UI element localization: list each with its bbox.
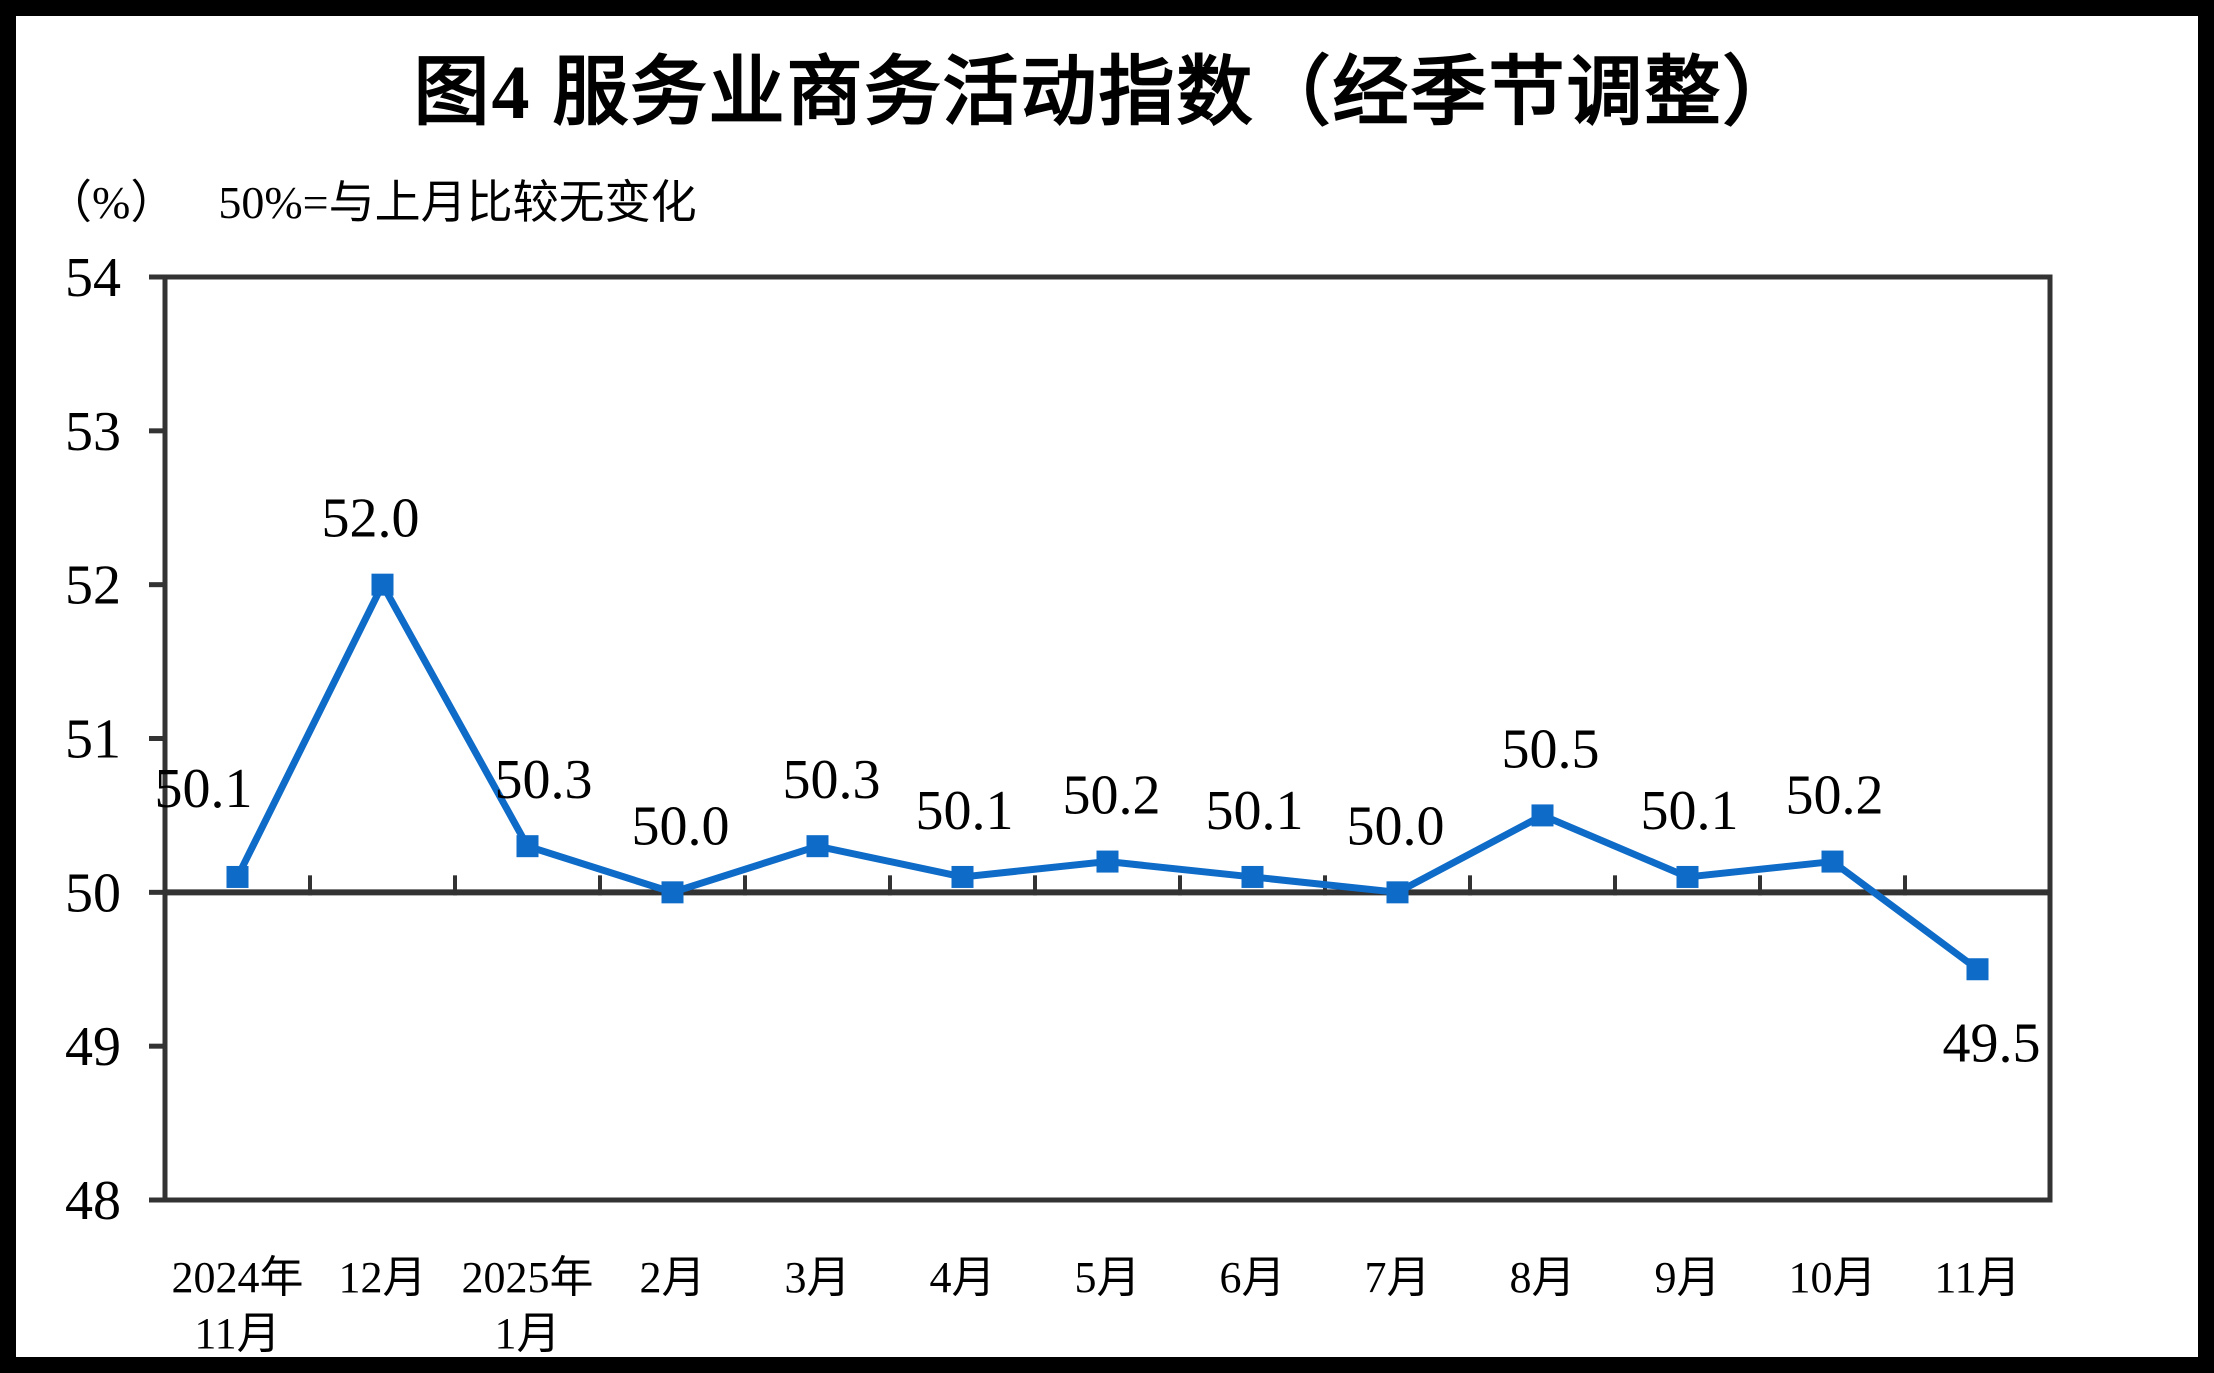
data-point-marker [806,835,829,858]
data-point-label: 50.2 [1786,765,1884,827]
chart-title: 图4 服务业商务活动指数（经季节调整） [413,51,1801,135]
data-point-marker [1966,958,1989,981]
data-point-label: 52.0 [322,488,420,550]
x-axis-label: 11月 [1934,1253,2020,1302]
y-axis-tick-label: 50 [65,862,121,924]
x-axis-label: 4月 [930,1253,996,1302]
data-point-label: 50.5 [1502,718,1600,780]
data-point-marker [1096,850,1119,873]
chart-page: 图4 服务业商务活动指数（经季节调整） （%） 50%=与上月比较无变化 48 49… [16,16,2198,1357]
x-axis-label: 8月 [1510,1253,1576,1302]
data-point-label: 50.0 [632,795,730,857]
line-chart: 48 49 50 51 52 53 54 50.1 52.0 50.3 50.0 50.3 50.1 50… [65,256,2053,1357]
data-point-marker [1531,804,1554,827]
y-axis-tick-label: 53 [65,401,121,463]
x-axis-label: 10月 [1789,1253,1877,1302]
data-point-label: 50.3 [495,749,593,811]
data-point-marker [1676,865,1699,888]
x-axis-label: 2月 [640,1253,706,1302]
y-axis-unit-label: （%） [46,177,177,228]
data-point-marker [226,865,249,888]
data-point-label: 49.5 [1943,1012,2041,1074]
x-axis-label: 12月 [339,1253,427,1302]
data-point-marker [1821,850,1844,873]
y-axis-tick-label: 52 [65,555,121,617]
data-point-label: 50.1 [916,780,1014,842]
data-point-marker [661,881,684,904]
data-point-marker [371,573,394,596]
x-axis-label: 7月 [1365,1253,1431,1302]
data-point-marker [951,865,974,888]
x-axis-label: 5月 [1075,1253,1141,1302]
data-point-marker [1241,865,1264,888]
y-axis-tick-label: 48 [65,1170,121,1232]
x-axis-label: 9月 [1655,1253,1721,1302]
chart-subtitle-row: （%） 50%=与上月比较无变化 [46,166,697,232]
x-axis-label: 3月 [785,1253,851,1302]
plot-border [162,274,2053,1203]
x-axis-label: 2024年 11月 [172,1253,304,1357]
data-point-label: 50.1 [1206,780,1304,842]
y-axis-tick-label: 49 [65,1016,121,1078]
y-axis-tick-label: 51 [65,709,121,771]
x-axis-label: 2025年 1月 [462,1253,594,1357]
data-point-label: 50.0 [1347,795,1445,857]
x-axis-label: 6月 [1220,1253,1286,1302]
data-point-label: 50.3 [783,749,881,811]
data-point-marker [516,835,539,858]
data-point-label: 50.2 [1063,765,1161,827]
data-point-label: 50.1 [155,758,253,820]
data-point-label: 50.1 [1641,780,1739,842]
y-axis-tick-label: 54 [65,256,121,309]
baseline-note: 50%=与上月比较无变化 [218,177,697,228]
data-point-marker [1386,881,1409,904]
